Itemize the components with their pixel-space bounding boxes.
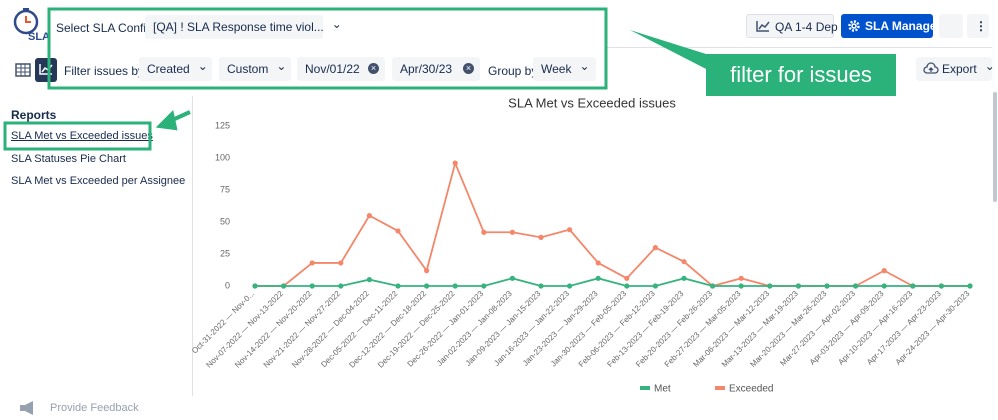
logo-icon: [13, 8, 39, 35]
data-point: [309, 260, 315, 266]
legend-swatch: [640, 386, 650, 390]
data-point: [967, 283, 973, 289]
y-tick-label: 25: [220, 248, 230, 258]
data-point: [567, 227, 573, 233]
filter-label: Filter issues by:: [64, 64, 148, 78]
config-dropdown[interactable]: [QA] ! SLA Response time viol...: [145, 15, 324, 39]
dep-button-text: QA 1-4 Dep: [775, 20, 838, 34]
y-tick-label: 125: [215, 120, 230, 130]
data-point: [652, 245, 658, 251]
data-point: [624, 283, 630, 289]
data-point: [395, 283, 401, 289]
report-link[interactable]: SLA Statuses Pie Chart: [11, 153, 126, 165]
data-point: [452, 283, 458, 289]
report-link[interactable]: SLA Met vs Exceeded per Assignee: [11, 175, 186, 187]
logo: SLA: [12, 8, 50, 43]
export-button[interactable]: Export: [916, 57, 992, 81]
y-tick-label: 50: [220, 216, 230, 226]
data-point: [910, 283, 916, 289]
group-dropdown[interactable]: Week: [533, 57, 596, 81]
data-point: [881, 283, 887, 289]
logo-text: SLA: [28, 31, 50, 43]
table-icon: [15, 63, 31, 77]
data-point: [567, 283, 573, 289]
data-point: [309, 283, 315, 289]
data-point: [738, 275, 744, 281]
clear-icon[interactable]: ×: [368, 63, 379, 74]
report-link[interactable]: SLA Met vs Exceeded issues: [11, 130, 153, 142]
chart-title: SLA Met vs Exceeded issues: [508, 95, 676, 110]
start-date-text: Nov/01/22: [305, 62, 360, 76]
data-point: [366, 213, 372, 219]
data-point: [795, 283, 802, 289]
export-text: Export: [942, 62, 977, 76]
data-point: [710, 283, 716, 289]
data-point: [252, 283, 258, 289]
y-tick-label: 100: [215, 152, 230, 162]
end-date[interactable]: Apr/30/23 ×: [392, 57, 480, 81]
data-point: [424, 268, 430, 274]
data-point: [824, 283, 830, 289]
data-point: [366, 277, 372, 283]
data-point: [424, 283, 430, 289]
clear-icon[interactable]: ×: [463, 63, 474, 74]
divider: [606, 47, 992, 48]
pin-button[interactable]: [939, 14, 963, 38]
end-date-text: Apr/30/23: [400, 62, 453, 76]
data-point: [624, 275, 630, 281]
megaphone-icon: [20, 401, 33, 415]
gear-icon: [848, 20, 860, 32]
arrow: [155, 109, 191, 131]
sidebar-border: [192, 96, 193, 396]
sla-manager-button[interactable]: SLA Manager: [841, 14, 941, 38]
data-point: [853, 283, 859, 289]
range-dropdown[interactable]: Custom: [219, 57, 291, 81]
scrollbar: [993, 92, 997, 202]
data-point: [538, 234, 544, 240]
sla-manager-text: SLA Manager: [865, 19, 942, 33]
data-point: [767, 283, 773, 289]
data-point: [738, 283, 744, 289]
callout-text: filter for issues: [730, 62, 872, 87]
config-label: Select SLA Config:: [56, 21, 157, 35]
legend-label: Exceeded: [729, 384, 773, 395]
data-point: [481, 283, 487, 289]
start-date[interactable]: Nov/01/22 ×: [297, 57, 385, 81]
more-button[interactable]: ⋮: [967, 14, 989, 38]
data-point: [681, 275, 687, 281]
data-point: [652, 283, 658, 289]
data-point: [595, 275, 601, 281]
series-line: [255, 160, 970, 287]
data-point: [338, 283, 344, 289]
data-point: [338, 260, 344, 266]
y-tick-label: 75: [220, 184, 230, 194]
series-line: [255, 277, 970, 287]
legend-label: Met: [654, 384, 671, 395]
group-label: Group by: [488, 64, 538, 78]
data-point: [452, 160, 458, 166]
data-point: [681, 259, 687, 265]
data-point: [395, 228, 401, 234]
data-point: [881, 268, 887, 274]
data-point: [509, 229, 515, 235]
chart-icon: [756, 21, 770, 32]
chart: SLA Met vs Exceeded issues 0 25 50 75 100 125…: [192, 95, 973, 395]
y-tick-label: 0: [225, 280, 230, 290]
data-point: [509, 275, 515, 281]
legend-swatch: [715, 386, 725, 390]
data-point: [281, 283, 287, 289]
feedback-link[interactable]: Provide Feedback: [50, 402, 139, 414]
sidebar-title: Reports: [11, 108, 57, 122]
chart-view-icon: [39, 64, 53, 75]
cloud-icon: [923, 62, 939, 74]
callout-pointer: [630, 30, 725, 72]
field-dropdown[interactable]: Created: [139, 57, 212, 81]
data-point: [538, 283, 544, 289]
data-point: [938, 283, 945, 289]
data-point: [481, 229, 487, 235]
data-point: [595, 260, 601, 266]
